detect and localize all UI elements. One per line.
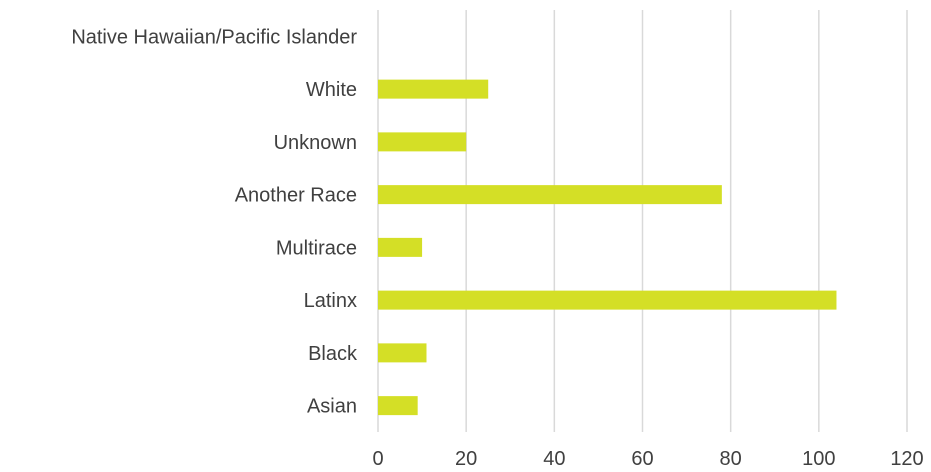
bar-asian [378, 396, 418, 416]
x-tick-label: 80 [720, 448, 742, 470]
category-label: Asian [307, 396, 357, 418]
x-tick-label: 120 [890, 448, 923, 470]
x-gridlines [377, 10, 908, 432]
x-tick-label: 0 [372, 448, 383, 470]
bar-white [378, 79, 489, 99]
category-label: Unknown [274, 132, 357, 154]
y-axis-labels: Native Hawaiian/Pacific Islander White Unk… [71, 26, 358, 417]
bar-another-race [378, 185, 722, 205]
category-label: Black [308, 343, 358, 365]
x-axis-ticks: 0 20 40 60 80 100 120 [372, 448, 923, 470]
bar-multirace [378, 237, 423, 257]
bar-black [378, 343, 427, 363]
category-label: Multirace [276, 237, 357, 259]
category-label: Native Hawaiian/Pacific Islander [71, 26, 357, 48]
x-tick-label: 60 [631, 448, 653, 470]
category-label: White [306, 79, 357, 101]
category-label: Another Race [235, 185, 357, 207]
x-tick-label: 20 [455, 448, 477, 470]
bar-unknown [378, 132, 467, 152]
x-tick-label: 40 [543, 448, 565, 470]
x-tick-label: 100 [802, 448, 835, 470]
category-label: Latinx [304, 290, 357, 312]
bars [378, 79, 837, 416]
bar-latinx [378, 290, 837, 310]
